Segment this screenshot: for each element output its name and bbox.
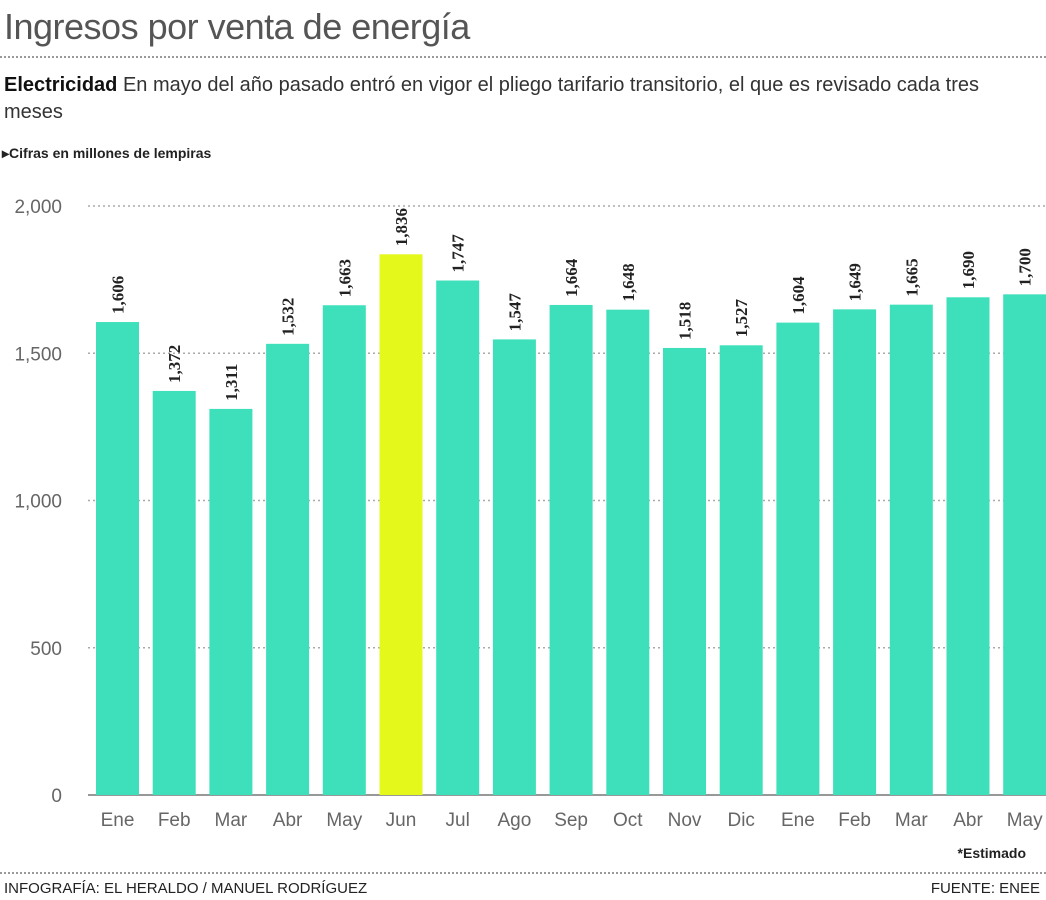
x-tick-label: Ene xyxy=(101,810,135,831)
data-label: 1,606 xyxy=(109,276,128,314)
data-label: 1,836 xyxy=(392,208,411,246)
bar xyxy=(833,309,877,795)
x-tick-label: Feb xyxy=(838,810,871,831)
y-tick-label: 1,000 xyxy=(14,492,62,513)
subtitle: Electricidad En mayo del año pasado entr… xyxy=(4,72,1004,126)
top-divider xyxy=(0,56,1046,58)
x-tick-label: Mar xyxy=(215,810,248,831)
source: FUENTE: ENEE xyxy=(930,880,1040,897)
data-label: 1,518 xyxy=(676,302,695,340)
bar xyxy=(549,304,593,795)
y-tick-label: 0 xyxy=(51,786,62,807)
data-label: 1,649 xyxy=(846,263,865,301)
data-label: 1,664 xyxy=(562,258,581,297)
data-label: 1,527 xyxy=(732,299,751,338)
x-tick-label: Jul xyxy=(446,810,470,831)
subtitle-bold: Electricidad xyxy=(4,74,118,96)
bar xyxy=(379,254,423,796)
arrow-icon: ▸ xyxy=(2,145,10,161)
data-label: 1,532 xyxy=(279,298,298,336)
subtitle-text: En mayo del año pasado entró en vigor el… xyxy=(4,74,980,123)
data-label: 1,690 xyxy=(959,251,978,289)
bar xyxy=(946,297,990,795)
bar xyxy=(719,345,763,795)
data-label: 1,663 xyxy=(335,259,354,297)
bar xyxy=(606,309,650,795)
bar xyxy=(492,339,536,795)
unit-note: ▸Cifras en millones de lempiras xyxy=(2,145,211,162)
data-label: 1,372 xyxy=(165,345,184,383)
credit: INFOGRAFÍA: EL HERALDO / MANUEL RODRÍGUE… xyxy=(4,880,368,897)
x-tick-label: Jun xyxy=(386,810,417,831)
x-tick-label: Feb xyxy=(158,810,191,831)
y-tick-label: 2,000 xyxy=(14,197,62,218)
x-tick-label: Sep xyxy=(554,810,588,831)
y-tick-label: 500 xyxy=(30,639,62,660)
x-tick-label: Dic xyxy=(727,810,754,831)
data-label: 1,311 xyxy=(222,364,241,401)
y-tick-label: 1,500 xyxy=(14,344,62,365)
bar xyxy=(889,304,933,795)
data-label: 1,648 xyxy=(619,263,638,301)
bar xyxy=(776,322,820,795)
x-tick-label: Oct xyxy=(613,810,643,831)
bar xyxy=(96,322,139,795)
bar xyxy=(1003,294,1046,795)
data-label: 1,547 xyxy=(505,293,524,332)
chart-title: Ingresos por venta de energía xyxy=(4,6,470,47)
bar xyxy=(663,347,706,795)
x-tick-label: Abr xyxy=(273,810,303,831)
data-label: 1,747 xyxy=(449,234,468,273)
bar xyxy=(152,390,196,795)
x-tick-label: Mar xyxy=(895,810,928,831)
x-tick-label: May xyxy=(326,810,362,831)
x-tick-label: Ene xyxy=(781,810,815,831)
estimate-note: *Estimado xyxy=(957,845,1026,861)
data-label: 1,604 xyxy=(789,276,808,315)
bar xyxy=(436,280,480,795)
x-tick-label: May xyxy=(1007,810,1043,831)
bar xyxy=(322,305,366,795)
bar xyxy=(266,343,310,795)
data-label: 1,665 xyxy=(902,258,921,296)
x-tick-label: Abr xyxy=(953,810,983,831)
data-label: 1,700 xyxy=(1016,248,1035,286)
bottom-divider xyxy=(0,872,1046,874)
x-tick-label: Ago xyxy=(497,810,531,831)
x-tick-label: Nov xyxy=(668,810,702,831)
unit-note-text: Cifras en millones de lempiras xyxy=(9,145,212,161)
bar xyxy=(209,408,253,795)
